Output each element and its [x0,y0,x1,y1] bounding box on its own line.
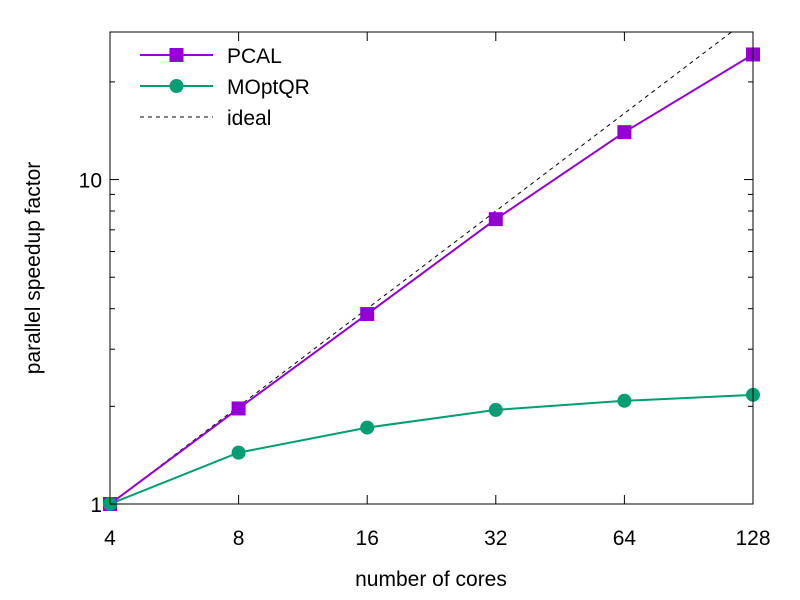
series-line-moptqr [110,393,753,504]
legend-label: MOptQR [227,76,310,99]
x-tick-label: 128 [735,527,770,550]
legend-label: PCAL [227,45,282,68]
plot-frame [109,31,754,505]
data-lines [110,32,753,504]
data-point-pcal [360,307,375,322]
data-point-moptqr [360,420,375,435]
data-point-moptqr [231,445,246,460]
legend-item-moptqr: MOptQR [140,76,310,99]
legend-label: ideal [227,107,271,130]
data-point-pcal [231,401,246,416]
x-tick-label: 8 [233,527,245,550]
data-point-pcal [617,125,632,140]
legend-item-pcal: PCAL [140,45,282,68]
x-tick-label: 32 [484,527,507,550]
x-tick-label: 16 [356,527,379,550]
y-axis-label: parallel speedup factor [22,162,45,374]
y-tick-label: 1 [90,494,102,517]
y-tick-labels: 1 10 [79,170,102,517]
data-point-moptqr [488,402,503,417]
data-markers [103,47,760,511]
x-tick-label: 4 [104,527,116,550]
legend-item-ideal: ideal [140,107,271,130]
legend: PCAL MOptQR ideal [140,45,310,130]
x-tick-labels: 4 8 16 32 64 128 [104,527,770,550]
y-tick-label: 10 [79,170,102,193]
series-line-ideal [110,32,733,504]
x-axis-label: number of cores [355,568,507,591]
legend-marker [169,48,184,62]
data-point-pcal [488,212,503,227]
data-point-moptqr [617,393,632,408]
legend-marker [169,79,184,93]
series-line-pcal [110,53,753,504]
x-tick-label: 64 [613,527,637,550]
